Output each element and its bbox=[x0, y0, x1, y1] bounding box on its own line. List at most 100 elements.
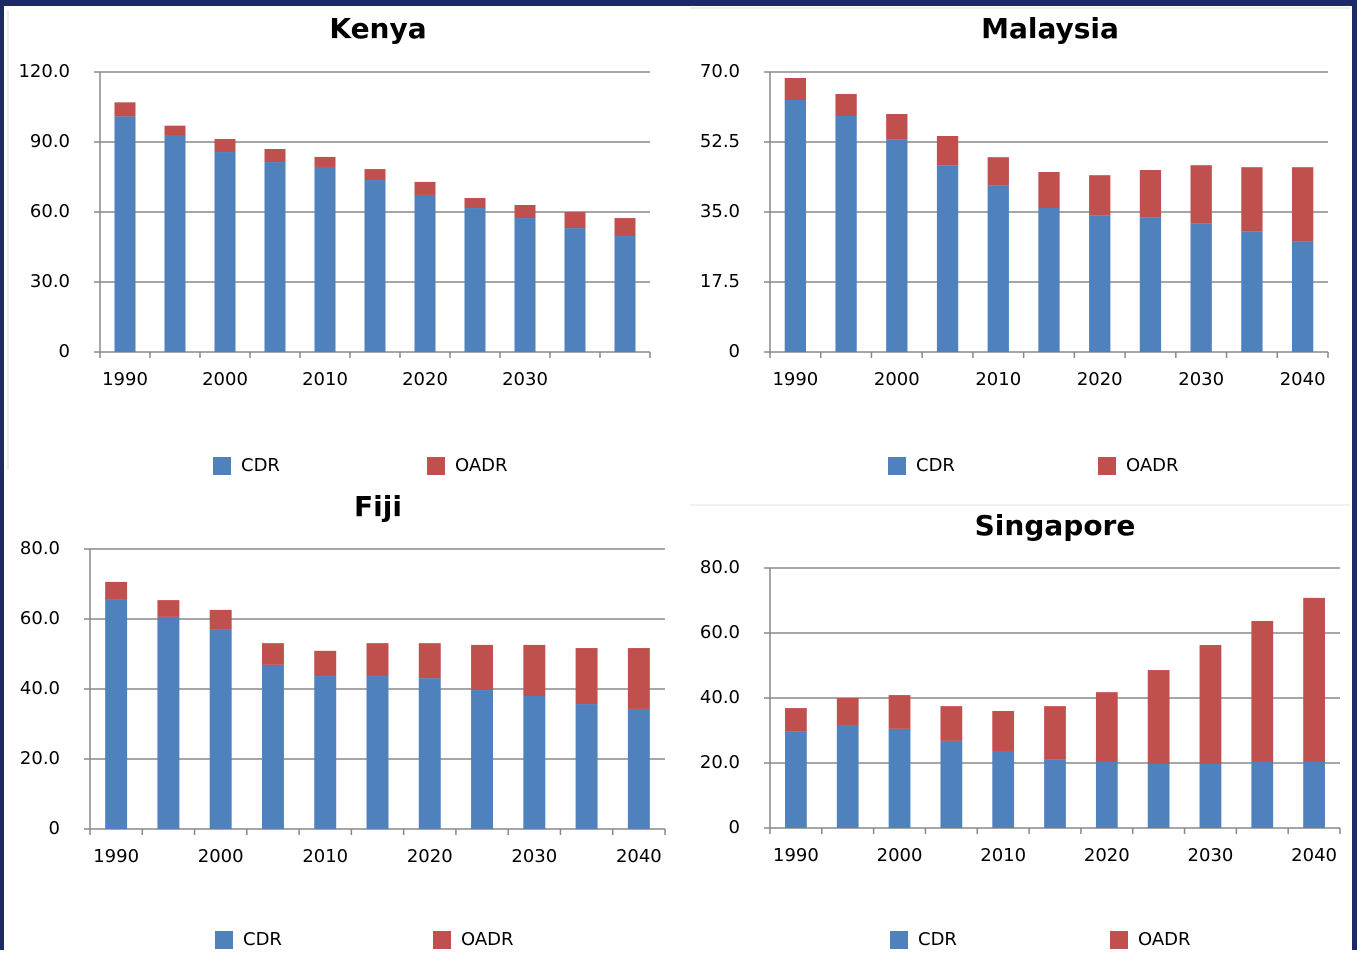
bar-segment bbox=[614, 218, 636, 237]
bar-segment bbox=[1089, 175, 1111, 216]
x-tick-label: 2000 bbox=[874, 369, 920, 390]
x-tick-label: 2000 bbox=[202, 369, 248, 390]
bar-segment bbox=[1190, 165, 1212, 224]
bar-segment bbox=[785, 708, 807, 732]
bar-segment bbox=[114, 116, 136, 352]
legend-label: OADR bbox=[461, 929, 514, 950]
bar-segment bbox=[1095, 692, 1118, 763]
chart-title: Kenya bbox=[329, 12, 426, 45]
bar-segment bbox=[886, 114, 908, 140]
bar-segment bbox=[1251, 762, 1274, 828]
bar-segment bbox=[1147, 670, 1170, 764]
bar-segment bbox=[1095, 762, 1118, 828]
legend-swatch bbox=[1110, 931, 1128, 949]
x-tick-label: 2010 bbox=[302, 846, 348, 867]
bar-segment bbox=[614, 236, 636, 352]
x-tick-label: 2020 bbox=[1077, 369, 1123, 390]
bar-segment bbox=[940, 740, 963, 828]
y-tick-label: 0 bbox=[729, 817, 740, 838]
bar-segment bbox=[835, 94, 857, 116]
y-tick-label: 20.0 bbox=[20, 748, 60, 769]
bar-segment bbox=[1044, 759, 1066, 828]
legend-label: CDR bbox=[243, 929, 282, 950]
bar-segment bbox=[105, 581, 128, 600]
bar-segment bbox=[575, 704, 598, 829]
y-tick-label: 120.0 bbox=[18, 61, 70, 82]
y-tick-label: 52.5 bbox=[700, 131, 740, 152]
y-tick-label: 60.0 bbox=[20, 608, 60, 629]
bar-segment bbox=[627, 708, 650, 829]
bar-segment bbox=[464, 208, 486, 352]
bar-segment bbox=[1241, 167, 1263, 232]
bar-segment bbox=[414, 181, 436, 195]
x-tick-label: 1990 bbox=[102, 369, 148, 390]
bar-segment bbox=[314, 166, 336, 352]
bar-segment bbox=[987, 185, 1009, 352]
x-tick-label: 2030 bbox=[1188, 845, 1234, 866]
legend-swatch bbox=[890, 931, 908, 949]
bar-segment bbox=[105, 599, 128, 829]
x-tick-label: 2010 bbox=[980, 845, 1026, 866]
legend-label: CDR bbox=[916, 455, 955, 476]
bar-segment bbox=[1291, 241, 1314, 352]
y-tick-label: 90.0 bbox=[30, 131, 70, 152]
bar-segment bbox=[414, 194, 436, 352]
legend-label: OADR bbox=[1126, 455, 1179, 476]
y-tick-label: 0 bbox=[729, 341, 740, 362]
bar-segment bbox=[1139, 217, 1162, 352]
x-tick-label: 2010 bbox=[302, 369, 348, 390]
x-tick-label: 2030 bbox=[502, 369, 548, 390]
legend-swatch bbox=[427, 457, 445, 475]
legend-swatch bbox=[215, 931, 233, 949]
bar-segment bbox=[564, 212, 586, 229]
y-tick-label: 60.0 bbox=[30, 201, 70, 222]
bar-segment bbox=[1038, 208, 1060, 352]
bar-segment bbox=[214, 152, 236, 352]
bar-segment bbox=[627, 648, 650, 709]
chart-title: Fiji bbox=[354, 490, 402, 523]
bar-segment bbox=[888, 695, 911, 729]
bar-segment bbox=[784, 78, 807, 100]
bar-segment bbox=[514, 205, 536, 219]
bar-segment bbox=[314, 676, 337, 829]
bar-segment bbox=[936, 136, 959, 166]
bar-segment bbox=[157, 616, 180, 829]
bar-segment bbox=[936, 165, 959, 352]
y-tick-label: 60.0 bbox=[700, 622, 740, 643]
x-tick-label: 2040 bbox=[616, 846, 662, 867]
legend-label: CDR bbox=[241, 455, 280, 476]
x-tick-label: 1990 bbox=[773, 845, 819, 866]
bar-segment bbox=[886, 139, 908, 352]
bar-segment bbox=[114, 102, 136, 117]
bar-segment bbox=[164, 125, 186, 136]
y-tick-label: 20.0 bbox=[700, 752, 740, 773]
legend-label: CDR bbox=[918, 929, 957, 950]
bar-segment bbox=[471, 644, 494, 691]
y-tick-label: 40.0 bbox=[700, 687, 740, 708]
bar-segment bbox=[418, 678, 441, 829]
bar-segment bbox=[264, 149, 286, 163]
legend-label: OADR bbox=[1138, 929, 1191, 950]
x-tick-label: 2040 bbox=[1280, 369, 1326, 390]
bar-segment bbox=[785, 731, 807, 828]
bar-segment bbox=[836, 724, 859, 828]
bar-segment bbox=[464, 198, 486, 209]
bar-segment bbox=[1089, 215, 1111, 352]
x-tick-label: 1990 bbox=[93, 846, 139, 867]
bar-segment bbox=[366, 643, 389, 677]
bar-segment bbox=[1251, 620, 1274, 763]
bar-segment bbox=[1044, 706, 1066, 760]
bar-segment bbox=[264, 162, 286, 352]
bar-segment bbox=[1038, 172, 1060, 208]
x-tick-label: 2020 bbox=[402, 369, 448, 390]
bar-segment bbox=[364, 180, 386, 352]
bar-segment bbox=[1147, 763, 1170, 828]
x-tick-label: 2020 bbox=[1084, 845, 1130, 866]
y-tick-label: 70.0 bbox=[700, 61, 740, 82]
y-tick-label: 0 bbox=[49, 818, 60, 839]
y-tick-label: 17.5 bbox=[700, 271, 740, 292]
bar-segment bbox=[209, 609, 232, 630]
legend-swatch bbox=[433, 931, 451, 949]
